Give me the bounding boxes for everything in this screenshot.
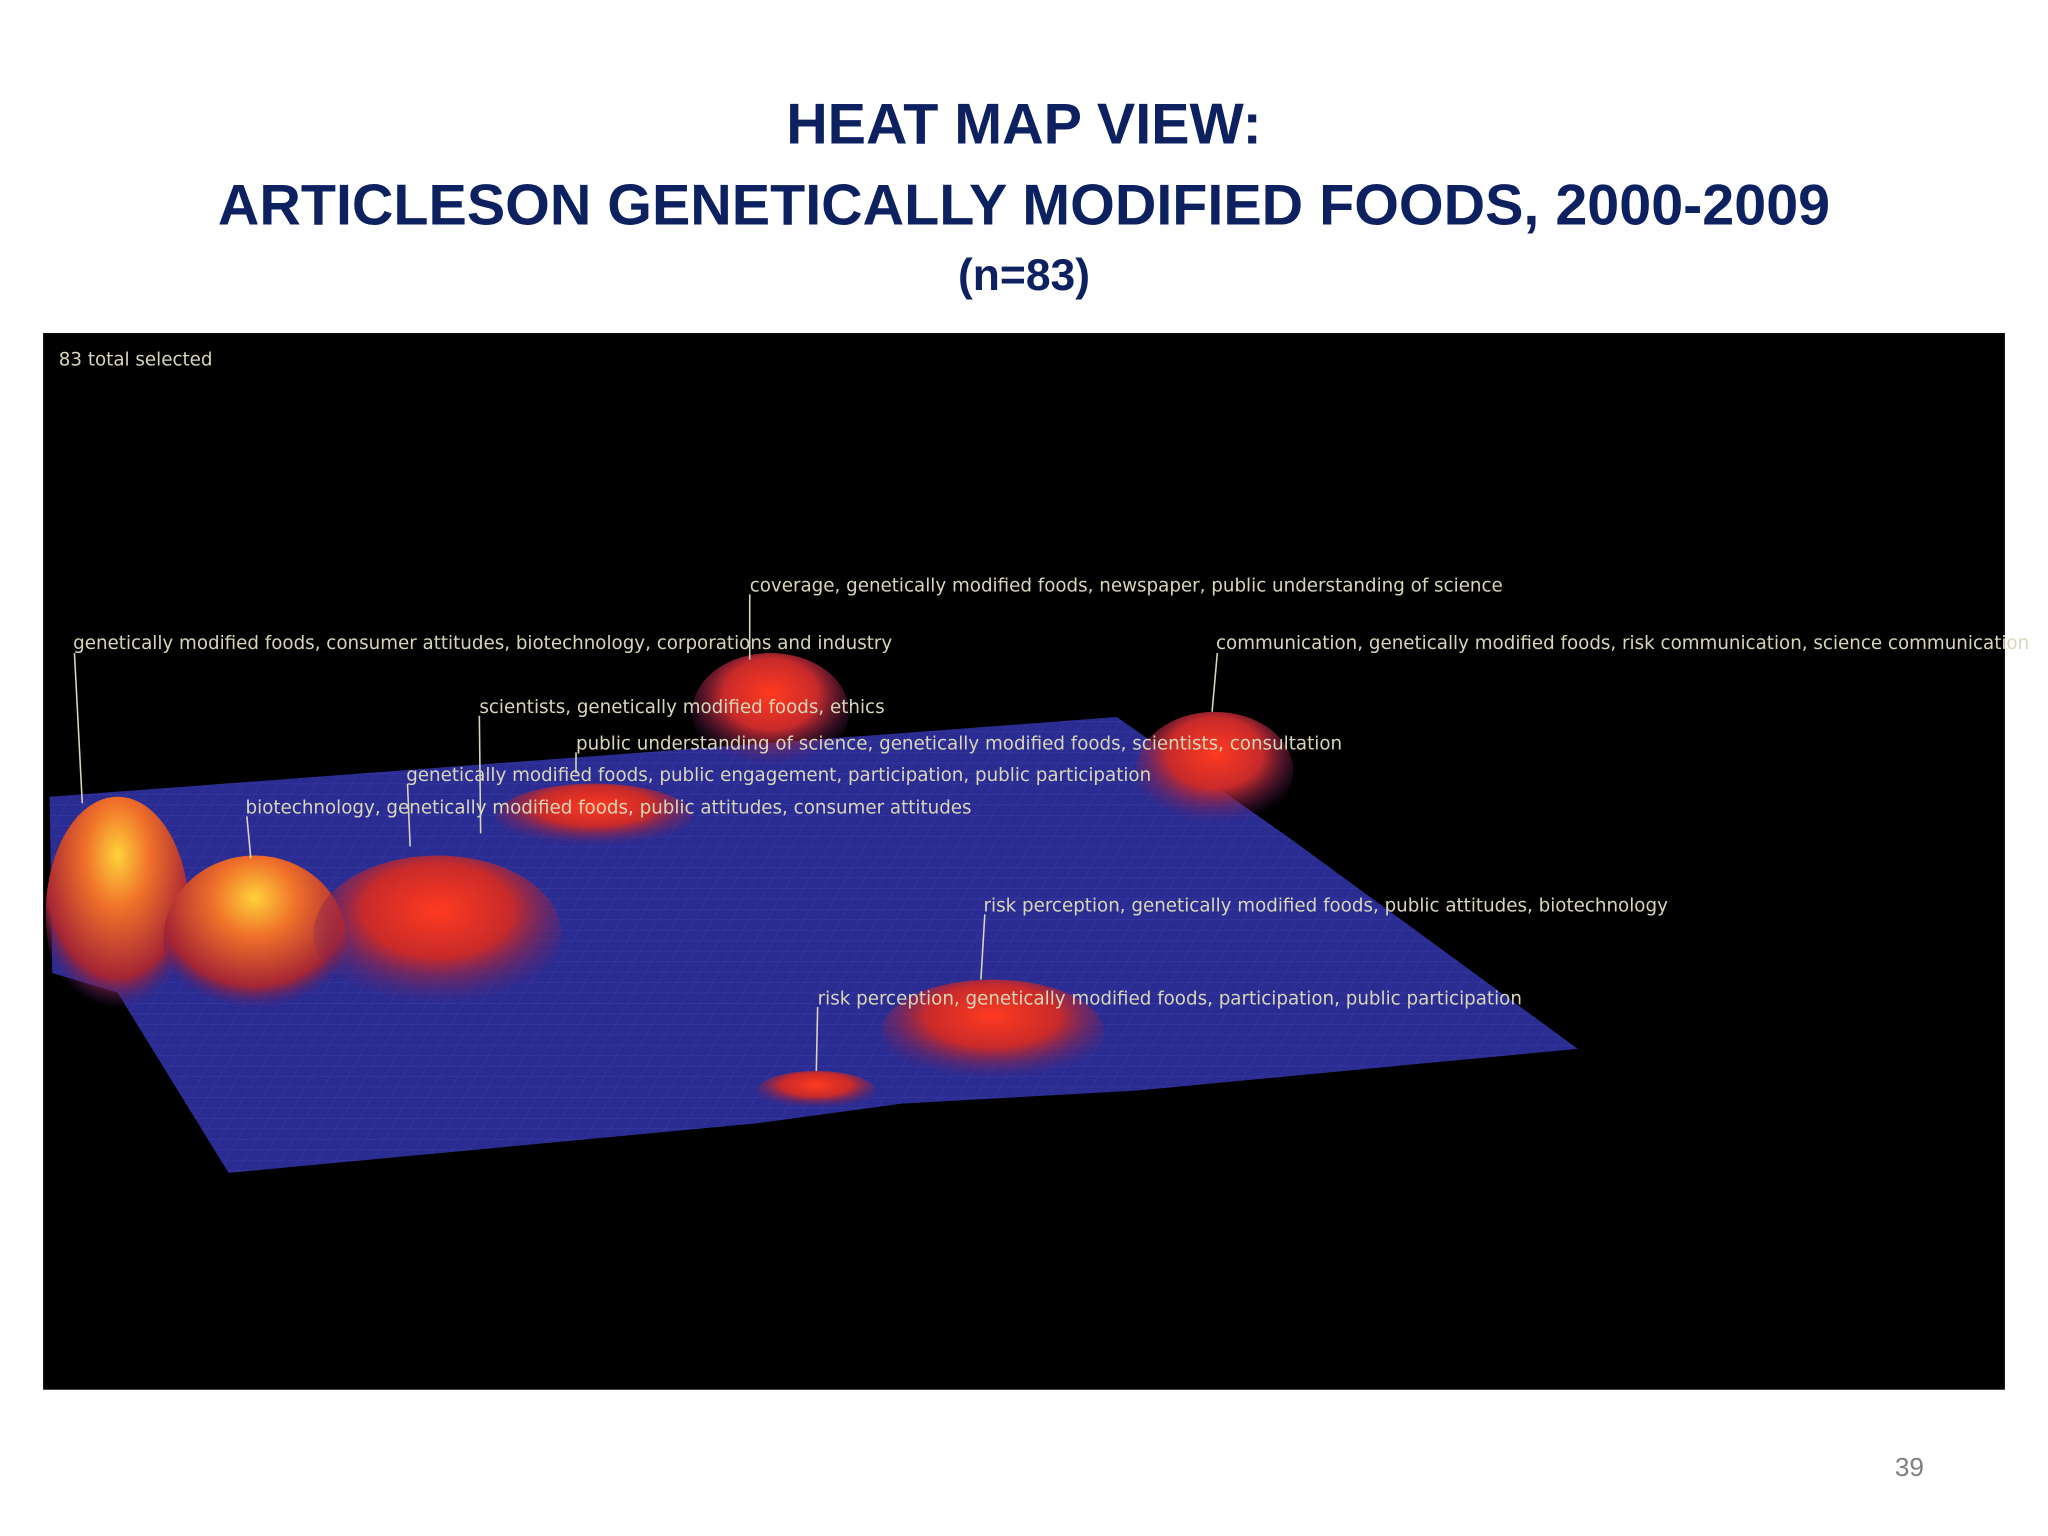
title-line: ARTICLESON GENETICALLY MODIFIED FOODS, 2…	[218, 174, 1830, 238]
labels: coverage, genetically modified foods, ne…	[73, 576, 2029, 1072]
peaks	[45, 653, 1294, 1111]
peak-label: public understanding of science, genetic…	[576, 734, 1342, 755]
peak-label: genetically modified foods, public engag…	[406, 765, 1151, 786]
peak-label: scientists, genetically modified foods, …	[479, 697, 884, 718]
peak-label: genetically modified foods, consumer att…	[73, 633, 892, 654]
status-text: 83 total selected	[59, 350, 213, 371]
peak-label: communication, genetically modified food…	[1216, 633, 2029, 654]
peak-label: biotechnology, genetically modified food…	[246, 798, 972, 819]
page-number: 39	[1895, 1452, 1924, 1482]
subtitle: (n=83)	[958, 251, 1090, 300]
title-line: HEAT MAP VIEW:	[786, 93, 1262, 157]
surface	[49, 717, 1578, 1173]
peak-label: risk perception, genetically modified fo…	[984, 896, 1669, 917]
peak-label: risk perception, genetically modified fo…	[818, 988, 1522, 1009]
peak-label: coverage, genetically modified foods, ne…	[750, 576, 1503, 597]
